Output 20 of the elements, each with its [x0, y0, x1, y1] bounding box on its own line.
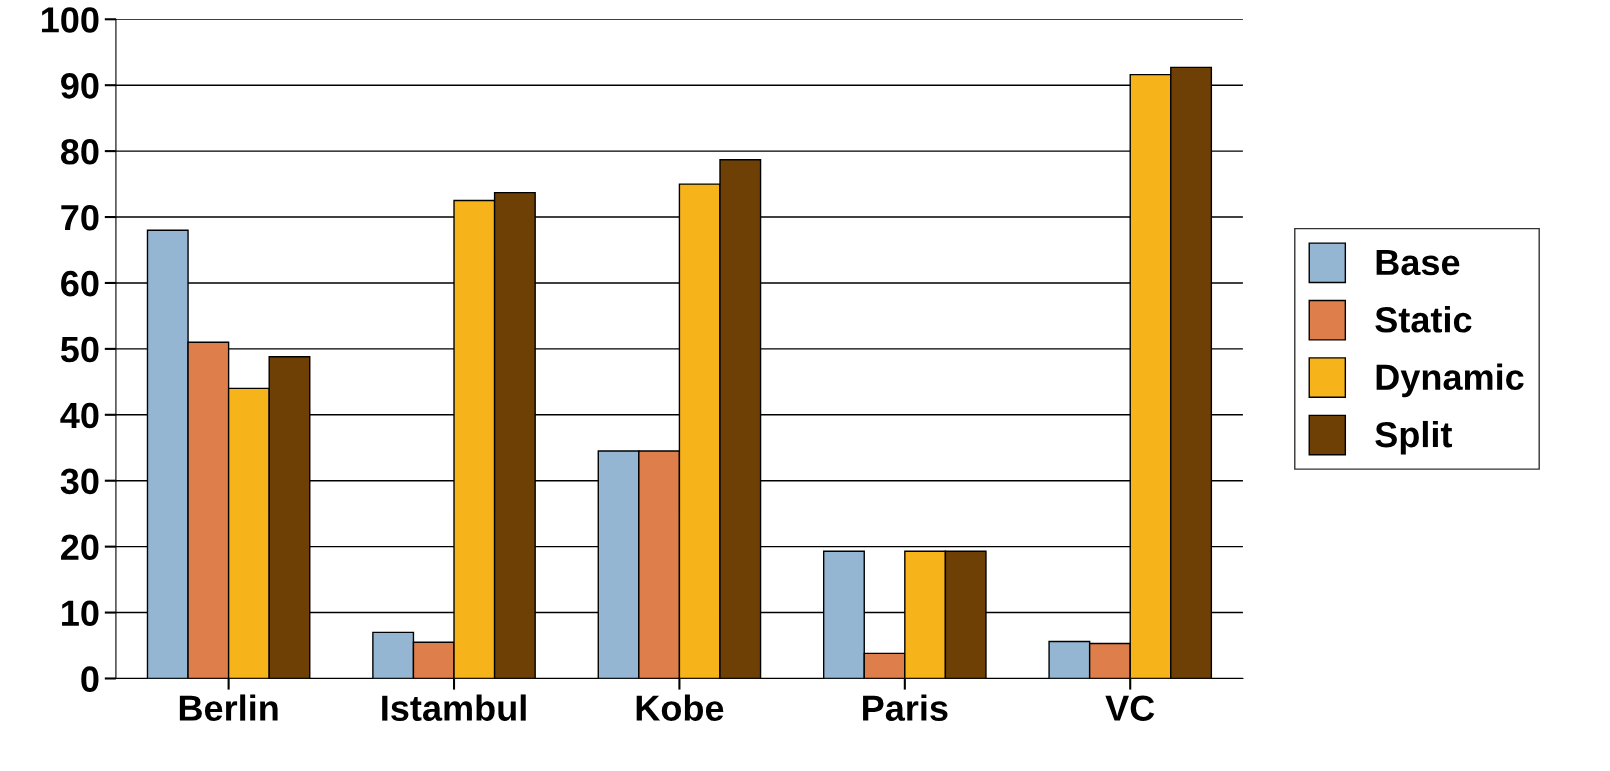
x-tick-label: Istambul: [382, 694, 526, 721]
y-tick-label: 0: [81, 666, 99, 692]
y-tick-label: 60: [61, 270, 99, 297]
x-tick-label: VC: [1105, 695, 1155, 721]
legend-label: Dynamic: [1376, 363, 1524, 398]
x-tick-label: Paris: [863, 694, 948, 721]
y-tick-label: 10: [62, 600, 99, 626]
y-tick-label: 20: [61, 534, 99, 561]
y-tick-label: 70: [61, 204, 99, 231]
legend-label: Base: [1376, 250, 1460, 276]
x-tick-label: Berlin: [179, 694, 278, 721]
y-tick-label: 40: [60, 402, 99, 429]
y-tick-label: 30: [60, 468, 99, 495]
legend-label: Static: [1375, 306, 1472, 333]
y-tick-label: 100: [41, 7, 99, 33]
x-tick-label: Kobe: [636, 694, 724, 721]
legend-label: Split: [1375, 420, 1453, 455]
y-tick-label: 80: [60, 138, 99, 165]
y-tick-label: 50: [60, 336, 99, 363]
y-tick-label: 90: [61, 73, 99, 99]
